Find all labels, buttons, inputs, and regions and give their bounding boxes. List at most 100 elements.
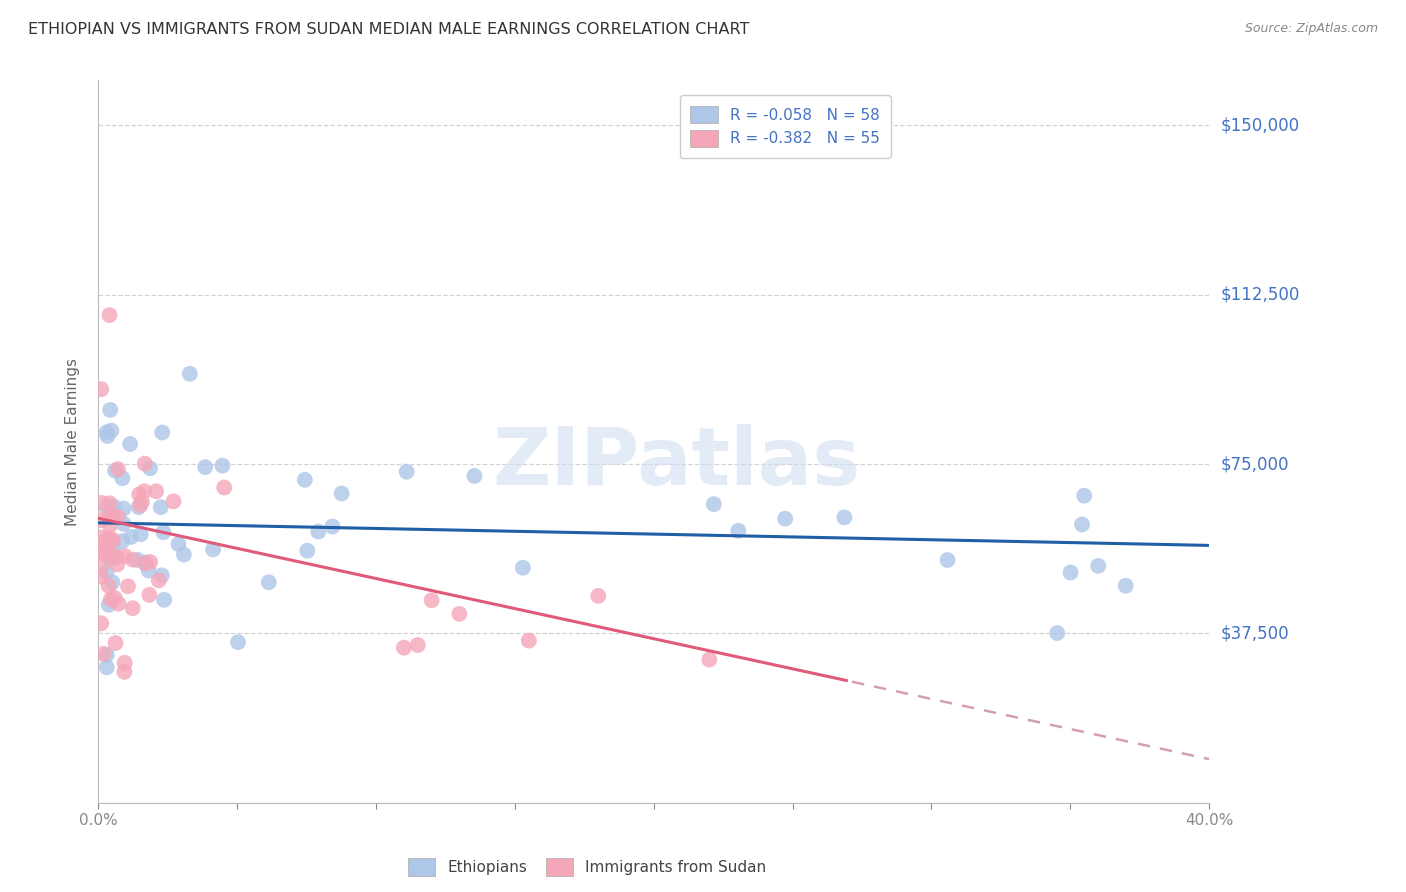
Point	[96, 660, 118, 674]
Point	[93, 647, 115, 661]
Point	[1087, 558, 1109, 573]
Point	[100, 549, 122, 564]
Text: $112,500: $112,500	[1220, 285, 1299, 304]
Point	[98, 551, 121, 566]
Point	[162, 494, 184, 508]
Point	[211, 458, 233, 473]
Point	[112, 665, 135, 679]
Point	[114, 656, 136, 670]
Point	[152, 525, 174, 540]
Point	[257, 575, 280, 590]
Point	[150, 568, 173, 582]
Point	[104, 464, 127, 478]
Text: ETHIOPIAN VS IMMIGRANTS FROM SUDAN MEDIAN MALE EARNINGS CORRELATION CHART: ETHIOPIAN VS IMMIGRANTS FROM SUDAN MEDIA…	[28, 22, 749, 37]
Point	[420, 593, 443, 607]
Point	[167, 537, 190, 551]
Y-axis label: Median Male Earnings: Median Male Earnings	[65, 358, 80, 525]
Point	[149, 500, 172, 515]
Point	[96, 429, 118, 443]
Point	[122, 552, 145, 566]
Point	[111, 471, 134, 485]
Point	[148, 574, 170, 588]
Point	[179, 367, 201, 381]
Legend: Ethiopians, Immigrants from Sudan: Ethiopians, Immigrants from Sudan	[402, 852, 773, 882]
Point	[127, 553, 149, 567]
Text: $37,500: $37,500	[1220, 624, 1289, 642]
Point	[703, 497, 725, 511]
Point	[107, 510, 129, 524]
Point	[1115, 579, 1137, 593]
Point	[512, 560, 534, 574]
Point	[129, 527, 152, 541]
Point	[112, 501, 135, 516]
Point	[134, 484, 156, 499]
Point	[112, 516, 135, 531]
Point	[107, 462, 129, 476]
Point	[307, 524, 329, 539]
Text: Source: ZipAtlas.com: Source: ZipAtlas.com	[1244, 22, 1378, 36]
Point	[101, 533, 124, 547]
Point	[93, 546, 115, 560]
Point	[138, 564, 160, 578]
Point	[588, 589, 610, 603]
Point	[96, 425, 118, 440]
Point	[98, 518, 121, 533]
Point	[94, 534, 117, 549]
Point	[297, 543, 319, 558]
Point	[114, 549, 136, 563]
Point	[173, 548, 195, 562]
Point	[111, 534, 134, 549]
Point	[139, 555, 162, 569]
Point	[101, 541, 124, 556]
Point	[202, 542, 225, 557]
Point	[120, 530, 142, 544]
Point	[129, 498, 152, 512]
Point	[134, 557, 156, 571]
Point	[131, 495, 153, 509]
Point	[699, 652, 721, 666]
Point	[936, 553, 959, 567]
Point	[406, 638, 429, 652]
Point	[834, 510, 856, 524]
Point	[107, 597, 129, 611]
Point	[103, 500, 125, 514]
Point	[121, 601, 143, 615]
Point	[93, 546, 115, 560]
Text: ZIPatlas: ZIPatlas	[492, 425, 860, 502]
Point	[194, 460, 217, 475]
Text: $75,000: $75,000	[1220, 455, 1289, 473]
Point	[395, 465, 418, 479]
Point	[98, 508, 121, 522]
Point	[134, 457, 156, 471]
Point	[96, 565, 118, 579]
Point	[321, 519, 343, 533]
Point	[1046, 626, 1069, 640]
Point	[105, 558, 128, 572]
Point	[100, 533, 122, 548]
Point	[1073, 489, 1095, 503]
Point	[97, 598, 120, 612]
Point	[330, 486, 353, 500]
Point	[1059, 566, 1081, 580]
Point	[104, 591, 127, 605]
Point	[103, 509, 125, 524]
Point	[139, 461, 162, 475]
Point	[96, 648, 118, 662]
Point	[97, 540, 120, 554]
Point	[90, 496, 112, 510]
Point	[138, 588, 160, 602]
Point	[91, 530, 114, 544]
Point	[294, 473, 316, 487]
Point	[96, 500, 118, 515]
Point	[117, 579, 139, 593]
Point	[212, 481, 235, 495]
Point	[98, 403, 121, 417]
Point	[98, 531, 121, 545]
Point	[90, 569, 112, 583]
Point	[98, 308, 121, 322]
Point	[517, 633, 540, 648]
Point	[97, 579, 120, 593]
Point	[100, 592, 122, 607]
Point	[226, 635, 249, 649]
Point	[727, 524, 749, 538]
